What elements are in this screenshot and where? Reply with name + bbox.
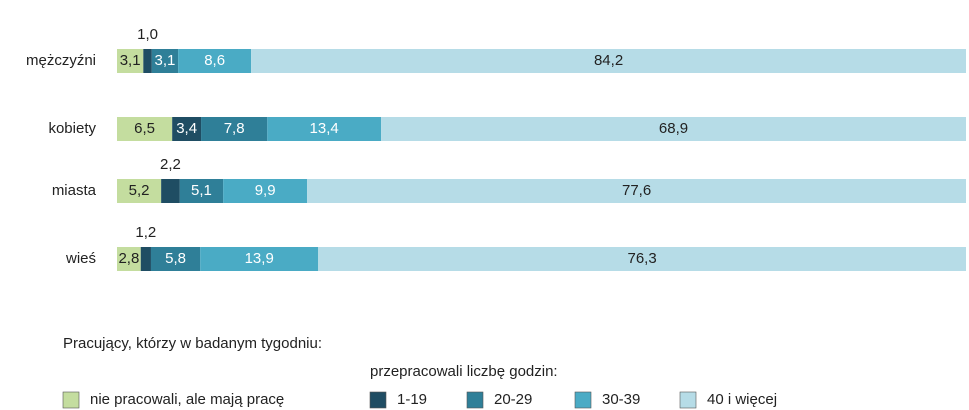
legend-label: 20-29 <box>494 391 532 408</box>
value-label: 76,3 <box>628 250 657 267</box>
bar-segment <box>117 179 162 203</box>
value-label: 5,8 <box>165 250 186 267</box>
bar-segment <box>200 247 319 271</box>
legend-label: 1-19 <box>397 391 427 408</box>
value-label: 5,1 <box>191 182 212 199</box>
value-label: 68,9 <box>659 120 688 137</box>
category-label: wieś <box>65 250 96 267</box>
category-label: mężczyźni <box>26 52 96 69</box>
legend-swatch <box>679 391 697 409</box>
category-label: kobiety <box>48 120 96 137</box>
value-label: 2,8 <box>118 250 139 267</box>
bar-segment <box>117 247 141 271</box>
category-label: miasta <box>52 182 97 199</box>
legend-label: nie pracowali, ale mają pracę <box>90 391 284 408</box>
bar-segment <box>178 49 252 73</box>
bar-segment <box>307 179 966 203</box>
value-label: 3,1 <box>120 52 141 69</box>
bar-segment <box>143 49 152 73</box>
value-label: 8,6 <box>204 52 225 69</box>
legend-label: 30-39 <box>602 391 640 408</box>
bar-segment <box>151 49 179 73</box>
value-label: 77,6 <box>622 182 651 199</box>
bar-segment <box>251 49 967 73</box>
bar-segment <box>223 179 308 203</box>
value-label: 3,4 <box>176 120 197 137</box>
legend-swatch <box>574 391 592 409</box>
bar-segment <box>172 117 202 141</box>
legend-swatch <box>466 391 484 409</box>
value-label: 5,2 <box>129 182 150 199</box>
bar-segment <box>201 117 268 141</box>
value-label: 3,1 <box>155 52 176 69</box>
bar-segment <box>117 49 144 73</box>
legend-subtitle: przepracowali liczbę godzin: <box>370 363 558 380</box>
value-label: 7,8 <box>224 120 245 137</box>
value-label: 84,2 <box>594 52 623 69</box>
bar-segment <box>140 247 151 271</box>
value-label: 1,2 <box>135 224 156 241</box>
bar-segment <box>381 117 966 141</box>
legend-title: Pracujący, którzy w badanym tygodniu: <box>63 335 322 352</box>
value-label: 6,5 <box>134 120 155 137</box>
bar-segment <box>150 247 201 271</box>
bar-segment <box>117 117 173 141</box>
legend-label: 40 i więcej <box>707 391 777 408</box>
legend-swatch <box>62 391 80 409</box>
value-label: 1,0 <box>137 26 158 43</box>
value-label: 9,9 <box>255 182 276 199</box>
value-label: 13,4 <box>310 120 339 137</box>
bar-segment <box>267 117 382 141</box>
bar-segment <box>179 179 224 203</box>
bar-segment <box>161 179 180 203</box>
value-label: 13,9 <box>245 250 274 267</box>
value-label: 2,2 <box>160 156 181 173</box>
legend-swatch <box>369 391 387 409</box>
bar-segment <box>318 247 966 271</box>
